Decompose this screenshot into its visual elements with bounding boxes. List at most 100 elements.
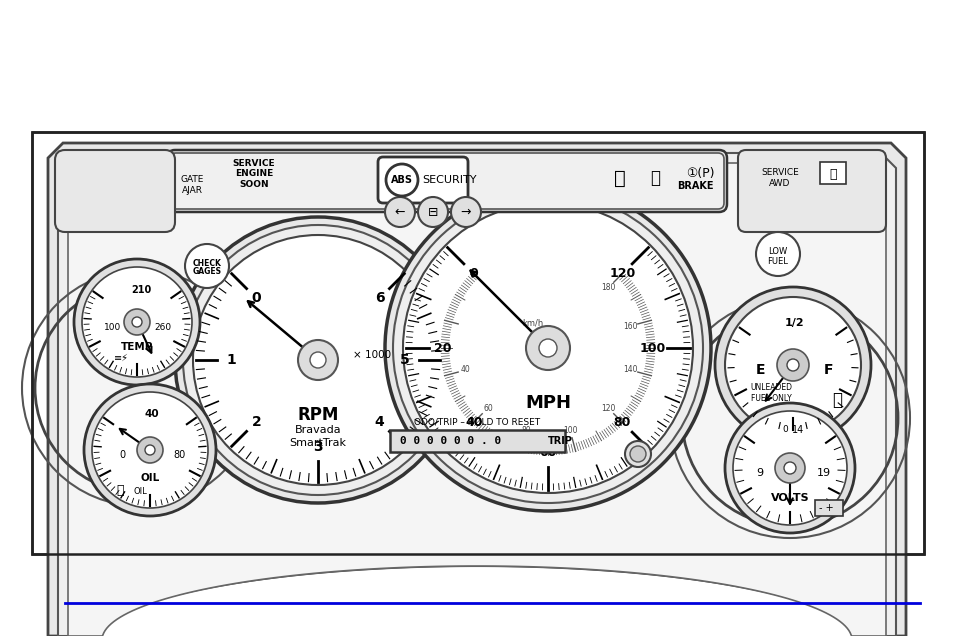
- Text: OIL: OIL: [133, 488, 147, 497]
- Text: 3: 3: [313, 440, 322, 454]
- Text: 100: 100: [104, 322, 121, 331]
- Circle shape: [525, 326, 569, 370]
- Text: 0: 0: [469, 267, 477, 280]
- Text: 120: 120: [608, 267, 635, 280]
- Circle shape: [386, 164, 417, 196]
- Text: 📅: 📅: [828, 167, 836, 181]
- Circle shape: [132, 317, 142, 327]
- FancyBboxPatch shape: [55, 150, 174, 232]
- FancyBboxPatch shape: [170, 153, 723, 209]
- Text: Bravada: Bravada: [294, 425, 341, 435]
- Text: ≡⚡: ≡⚡: [113, 353, 129, 363]
- Circle shape: [74, 259, 200, 385]
- Circle shape: [393, 193, 702, 503]
- Text: 120: 120: [600, 404, 615, 413]
- Text: TEMP: TEMP: [121, 342, 153, 352]
- Text: ODO/TRIP – HOLD TO RESET: ODO/TRIP – HOLD TO RESET: [414, 417, 539, 427]
- Text: TRIP: TRIP: [547, 436, 572, 446]
- Circle shape: [402, 203, 692, 493]
- Text: 👶: 👶: [649, 169, 659, 187]
- Circle shape: [84, 384, 215, 516]
- FancyBboxPatch shape: [738, 150, 885, 232]
- Polygon shape: [68, 163, 885, 636]
- Bar: [820, 162, 845, 184]
- Circle shape: [624, 441, 650, 467]
- Circle shape: [538, 339, 557, 357]
- Text: 6: 6: [375, 291, 384, 305]
- Text: 0: 0: [119, 450, 125, 460]
- Text: 0: 0: [252, 291, 261, 305]
- Text: CHECK: CHECK: [193, 259, 221, 268]
- Text: 60: 60: [538, 446, 557, 459]
- Text: 80: 80: [520, 425, 530, 434]
- Circle shape: [297, 340, 337, 380]
- FancyBboxPatch shape: [167, 150, 726, 212]
- Text: SERVICE
AWD: SERVICE AWD: [760, 169, 798, 188]
- Text: ⊟: ⊟: [427, 205, 437, 219]
- Circle shape: [776, 349, 808, 381]
- Text: ①(P): ①(P): [685, 167, 714, 179]
- Circle shape: [724, 403, 854, 533]
- Text: 19: 19: [816, 468, 830, 478]
- Text: RPM: RPM: [297, 406, 338, 424]
- Text: OIL: OIL: [140, 473, 159, 483]
- Text: →: →: [460, 205, 471, 219]
- Circle shape: [137, 437, 163, 463]
- Circle shape: [185, 244, 229, 288]
- Bar: [390, 430, 564, 452]
- Text: ABS: ABS: [391, 175, 413, 185]
- Text: 5: 5: [399, 353, 410, 367]
- Text: 100: 100: [562, 425, 577, 434]
- Text: 60: 60: [482, 404, 493, 413]
- Circle shape: [193, 235, 442, 485]
- Text: 0: 0: [781, 425, 787, 434]
- Text: ⛽: ⛽: [116, 483, 124, 497]
- Bar: [32, 132, 923, 554]
- Bar: [32, 132, 923, 554]
- Text: GAGES: GAGES: [193, 268, 221, 277]
- Text: × 1000: × 1000: [353, 350, 391, 360]
- Circle shape: [417, 197, 448, 227]
- Circle shape: [714, 287, 870, 443]
- Text: 100: 100: [639, 342, 665, 354]
- Text: 1/2: 1/2: [784, 318, 804, 328]
- Text: 9: 9: [756, 468, 762, 478]
- Text: SERVICE
ENGINE
SOON: SERVICE ENGINE SOON: [233, 159, 275, 189]
- Text: E: E: [756, 363, 765, 377]
- Circle shape: [774, 453, 804, 483]
- Circle shape: [174, 217, 460, 503]
- Text: 80: 80: [613, 416, 630, 429]
- Text: VOLTS: VOLTS: [770, 493, 808, 503]
- Text: 14: 14: [791, 425, 803, 435]
- Text: SmartTrak: SmartTrak: [289, 438, 346, 448]
- Polygon shape: [58, 153, 895, 636]
- Circle shape: [310, 352, 326, 368]
- Text: SECURITY: SECURITY: [422, 175, 476, 185]
- Text: 180: 180: [600, 284, 615, 293]
- Text: 210: 210: [131, 285, 151, 295]
- Text: F: F: [823, 363, 833, 377]
- Circle shape: [783, 462, 795, 474]
- Text: FUEL: FUEL: [767, 256, 787, 265]
- Circle shape: [385, 185, 710, 511]
- Text: 🧑: 🧑: [614, 169, 625, 188]
- Text: ⛽: ⛽: [831, 391, 841, 409]
- Text: 1: 1: [226, 353, 235, 367]
- Text: 260: 260: [154, 322, 172, 331]
- Circle shape: [91, 392, 208, 508]
- Polygon shape: [48, 143, 905, 636]
- Circle shape: [451, 197, 480, 227]
- Text: - +: - +: [818, 503, 833, 513]
- Text: 4: 4: [375, 415, 384, 429]
- Text: 40: 40: [464, 416, 482, 429]
- Circle shape: [124, 309, 150, 335]
- Circle shape: [145, 445, 154, 455]
- Circle shape: [786, 359, 799, 371]
- Text: 40: 40: [460, 366, 470, 375]
- Circle shape: [385, 197, 415, 227]
- FancyBboxPatch shape: [377, 157, 468, 203]
- Text: UNLEADED
FUEL ONLY: UNLEADED FUEL ONLY: [749, 384, 791, 403]
- Text: 2: 2: [252, 415, 261, 429]
- Circle shape: [732, 411, 846, 525]
- Text: 160: 160: [622, 322, 637, 331]
